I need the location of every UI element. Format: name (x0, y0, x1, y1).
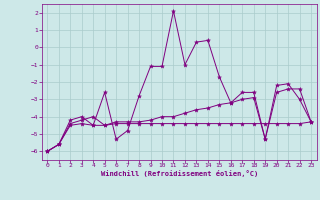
X-axis label: Windchill (Refroidissement éolien,°C): Windchill (Refroidissement éolien,°C) (100, 170, 258, 177)
